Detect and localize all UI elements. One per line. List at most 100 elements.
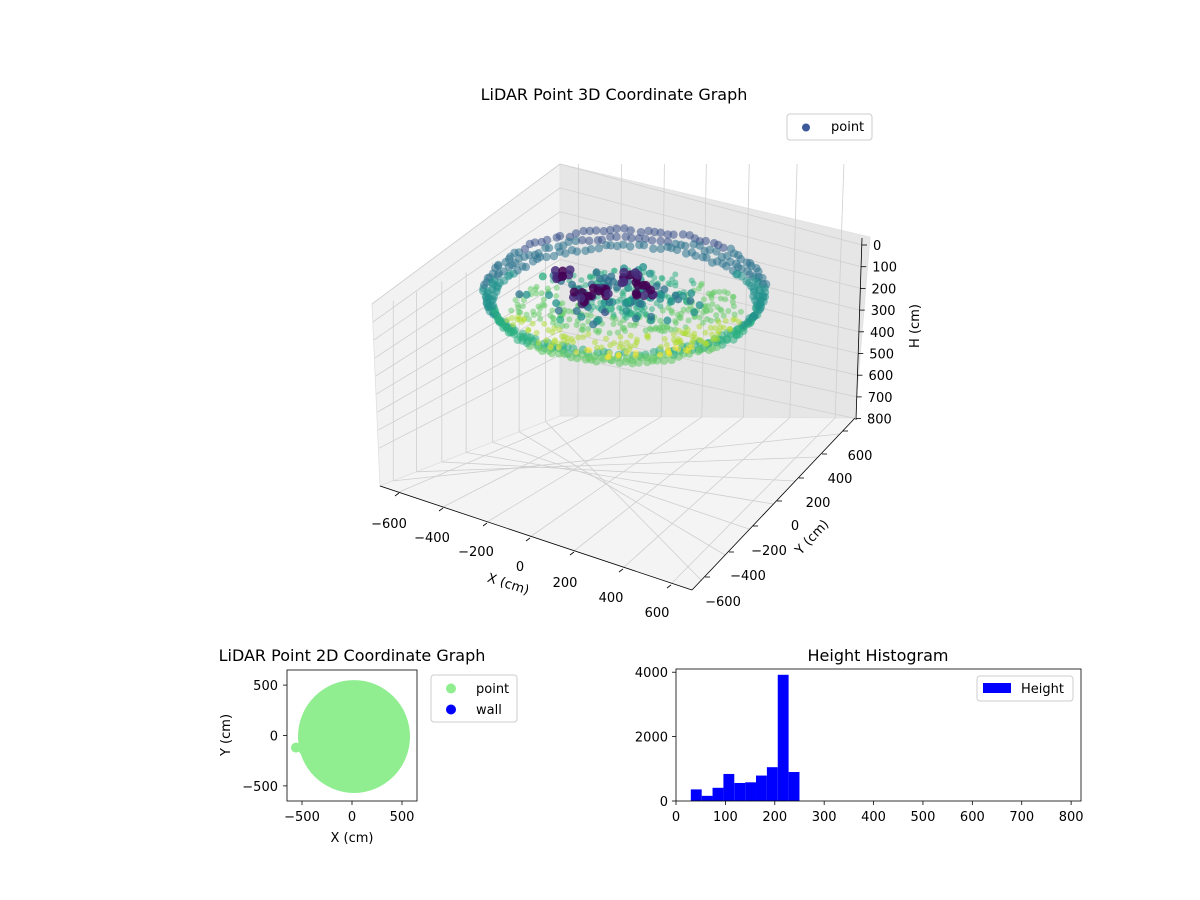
point-3d — [527, 285, 534, 292]
point-3d — [585, 331, 592, 338]
point-3d — [634, 358, 643, 367]
point-3d — [564, 237, 573, 247]
grid-z-left — [379, 354, 561, 449]
point-3d — [644, 332, 651, 339]
tick-label-x-2d: 500 — [390, 810, 415, 825]
tick-label-x-hist: 600 — [960, 810, 985, 825]
point-3d — [550, 266, 560, 276]
point-3d — [521, 262, 531, 272]
point-3d — [573, 349, 580, 356]
tick-label-x-hist: 400 — [861, 810, 886, 825]
point-series — [291, 680, 410, 793]
z-axis-label: H (cm) — [908, 304, 923, 348]
point-3d — [705, 245, 714, 255]
point-3d — [595, 274, 604, 283]
point-3d — [720, 324, 727, 331]
point-3d — [620, 224, 629, 233]
histogram-bar — [723, 773, 735, 801]
point-3d — [695, 285, 702, 292]
point-3d — [669, 230, 678, 239]
point-3d — [588, 283, 598, 293]
point-3d — [585, 226, 595, 236]
point-3d — [656, 244, 665, 254]
point-3d — [702, 329, 709, 336]
tick-label-x-hist: 200 — [762, 810, 787, 825]
point-3d — [529, 320, 536, 327]
point-3d — [553, 284, 560, 291]
legend-2d: point wall — [430, 674, 518, 723]
point-3d — [649, 244, 658, 253]
point-3d — [707, 324, 714, 331]
grid-z-left — [375, 259, 561, 377]
point-3d — [707, 317, 714, 324]
point-3d — [672, 245, 682, 255]
point-3d — [699, 319, 706, 326]
point-3d — [610, 267, 617, 274]
point-3d — [578, 235, 587, 245]
point-3d — [730, 303, 737, 310]
point-3d — [542, 235, 552, 245]
chart-2d: LiDAR Point 2D Coordinate Graph −500 0 500… — [219, 646, 518, 846]
point-3d — [687, 289, 696, 298]
point-3d — [722, 317, 729, 324]
point-3d — [533, 329, 540, 336]
legend-3d-marker — [802, 123, 810, 132]
point-3d — [550, 315, 557, 322]
grid-y — [492, 441, 750, 530]
point-3d — [603, 289, 613, 299]
point-3d — [512, 296, 519, 303]
point-3d — [606, 225, 615, 235]
point-3d — [586, 347, 593, 354]
point-3d — [659, 275, 666, 282]
tick-label-z: 300 — [871, 304, 896, 319]
point-3d — [605, 298, 614, 307]
grid-y — [416, 456, 819, 473]
grid-y — [393, 433, 840, 482]
point-3d — [554, 306, 563, 315]
point-3d — [580, 333, 587, 340]
point-3d — [586, 245, 596, 254]
point-3d — [705, 290, 712, 297]
point-3d — [722, 296, 729, 303]
point-3d — [504, 317, 511, 324]
point-3d — [566, 352, 576, 362]
point-3d — [672, 317, 679, 324]
point-3d — [667, 355, 676, 365]
point-3d — [589, 320, 598, 329]
grid-z-back — [559, 354, 857, 419]
point-3d — [691, 330, 698, 337]
point-3d — [535, 339, 542, 346]
point-3d — [647, 236, 657, 245]
point-3d — [708, 295, 715, 302]
point-3d — [554, 349, 564, 358]
point-3d — [678, 310, 685, 317]
point-3d — [657, 317, 664, 324]
point-3d — [672, 282, 679, 289]
point-3d — [610, 320, 617, 327]
point-3d — [551, 325, 558, 332]
point-3d — [573, 353, 582, 363]
point-3d — [594, 344, 601, 351]
point-3d — [552, 299, 561, 308]
tick-label-y: 600 — [848, 449, 873, 464]
chart-histogram: Height Histogram 0 100 200 300 400 500 600 700 8… — [635, 646, 1084, 825]
tick-label-y-hist: 0 — [660, 795, 668, 810]
point-3d — [624, 284, 633, 293]
point-3d — [698, 280, 705, 287]
point-3d — [665, 346, 672, 353]
grid-z-back — [559, 330, 857, 398]
point-3d — [568, 280, 577, 289]
point-3d — [534, 343, 543, 352]
tick-label-z: 800 — [867, 413, 892, 428]
tick-label-y-2d: −500 — [242, 780, 278, 795]
point-3d — [737, 308, 744, 315]
point-3d — [682, 346, 689, 353]
x-axis-label-2d: X (cm) — [331, 831, 374, 846]
tick-label-y-2d: 500 — [253, 679, 278, 694]
histogram-bar — [788, 772, 800, 801]
tick-label-x: 200 — [553, 576, 578, 591]
point-3d — [696, 323, 703, 330]
tick-label-x: −400 — [414, 531, 450, 546]
point-3d — [708, 331, 715, 338]
